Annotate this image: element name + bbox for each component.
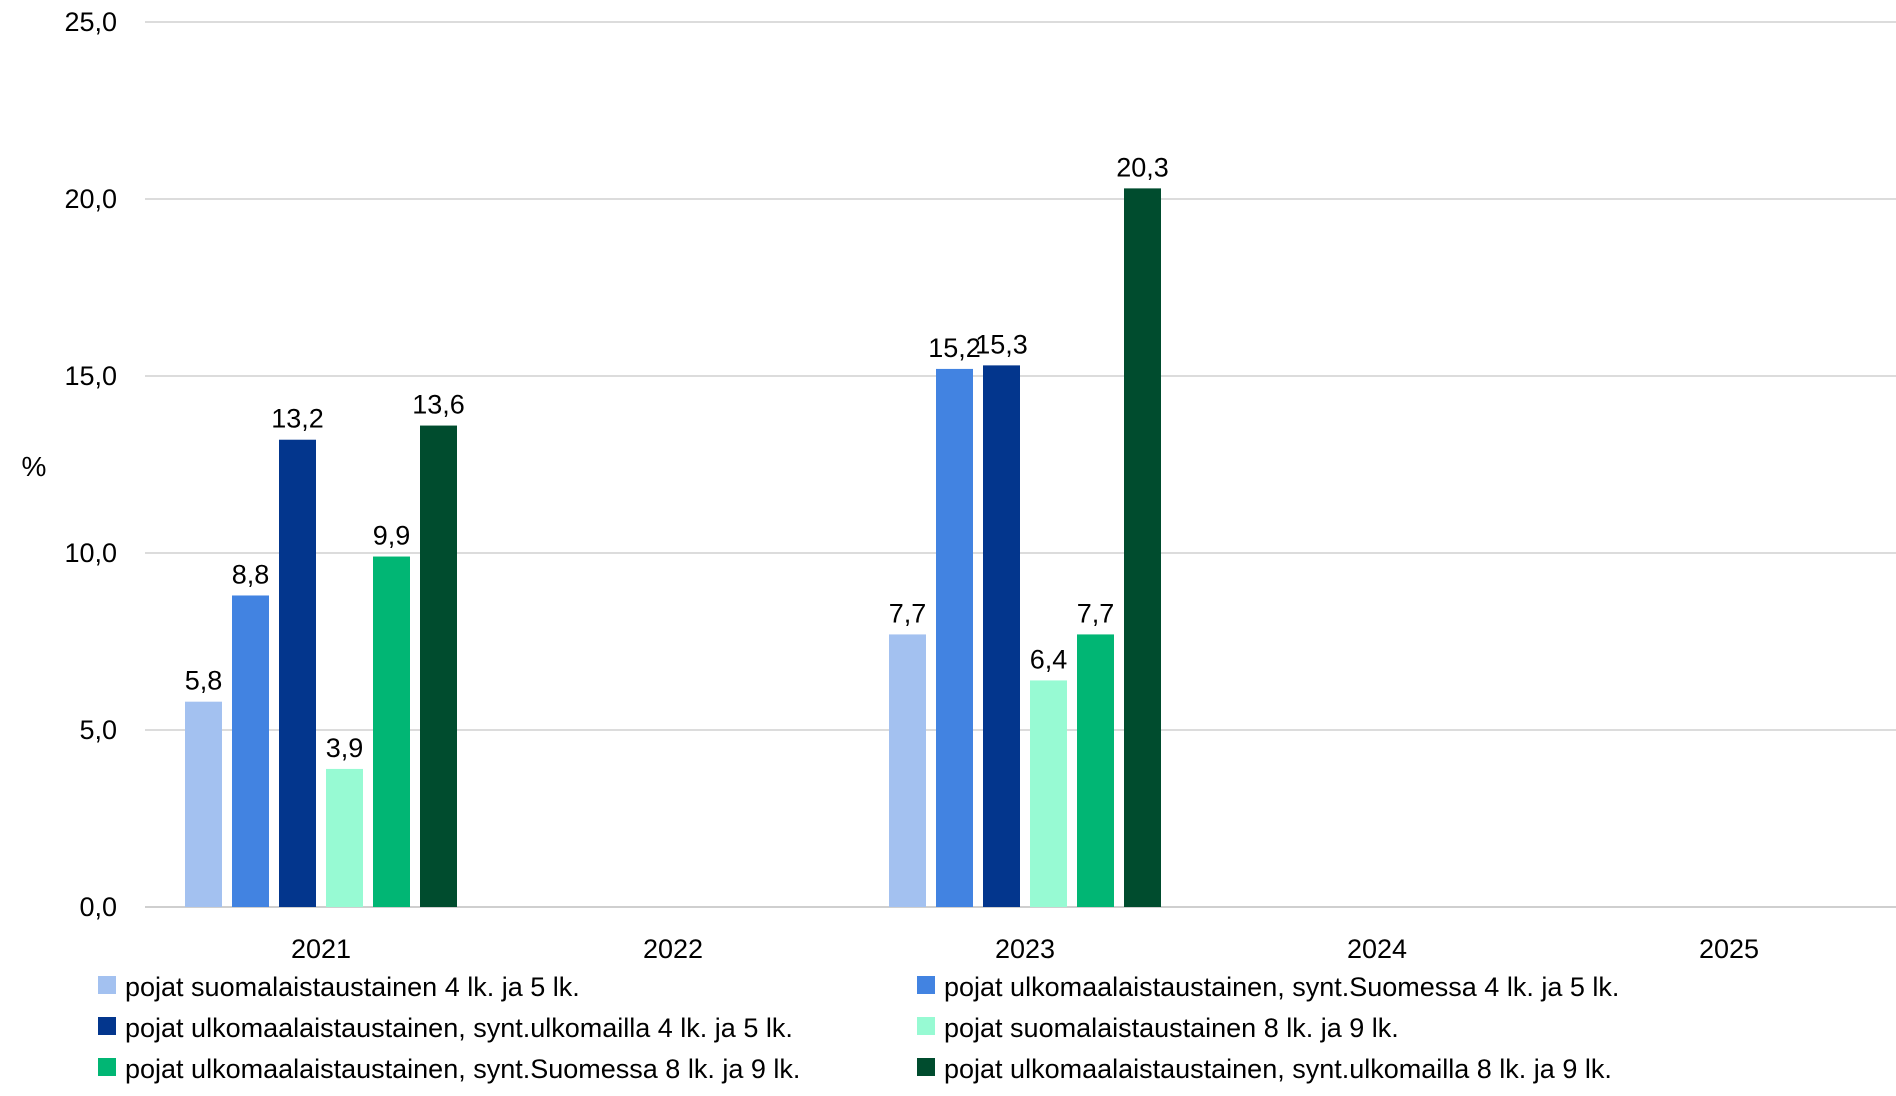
x-tick-label: 2023 (995, 934, 1055, 964)
legend-swatch (98, 976, 116, 994)
data-label: 15,2 (928, 333, 981, 363)
bar (889, 634, 926, 907)
bar (936, 368, 973, 907)
bars (185, 188, 1161, 907)
data-label: 3,9 (326, 733, 364, 763)
bar (420, 425, 457, 907)
data-label: 8,8 (232, 559, 270, 589)
bar (983, 365, 1020, 907)
x-tick-label: 2022 (643, 934, 703, 964)
data-label: 7,7 (889, 598, 927, 628)
bar (232, 595, 269, 907)
legend-label: pojat suomalaistaustainen 4 lk. ja 5 lk. (125, 972, 580, 1002)
data-label: 5,8 (185, 666, 223, 696)
y-tick-label: 5,0 (79, 715, 117, 745)
bar (185, 701, 222, 907)
y-tick-label: 20,0 (64, 184, 117, 214)
legend-swatch (917, 1017, 935, 1035)
legend: pojat suomalaistaustainen 4 lk. ja 5 lk.… (98, 972, 1619, 1084)
data-label: 9,9 (373, 521, 411, 551)
y-tick-label: 25,0 (64, 7, 117, 37)
bar (326, 768, 363, 907)
y-axis-ticks: 0,0 5,0 10,0 15,0 20,0 25,0 (64, 7, 117, 922)
data-label: 13,6 (412, 390, 465, 420)
legend-label: pojat ulkomaalaistaustainen, synt.ulkoma… (125, 1013, 793, 1043)
data-label: 20,3 (1116, 152, 1169, 182)
x-tick-label: 2025 (1699, 934, 1759, 964)
data-label: 15,3 (975, 329, 1028, 359)
legend-label: pojat suomalaistaustainen 8 lk. ja 9 lk. (944, 1013, 1399, 1043)
bar (1077, 634, 1114, 907)
bar (279, 439, 316, 907)
y-axis-title: % (22, 451, 47, 482)
y-tick-label: 0,0 (79, 892, 117, 922)
legend-label: pojat ulkomaalaistaustainen, synt.Suomes… (125, 1054, 800, 1084)
legend-label: pojat ulkomaalaistaustainen, synt.ulkoma… (944, 1054, 1612, 1084)
legend-label: pojat ulkomaalaistaustainen, synt.Suomes… (944, 972, 1619, 1002)
legend-swatch (917, 1058, 935, 1076)
data-label: 7,7 (1077, 598, 1115, 628)
bar (373, 556, 410, 907)
x-tick-label: 2021 (291, 934, 351, 964)
bar (1124, 188, 1161, 907)
legend-swatch (98, 1058, 116, 1076)
data-label: 13,2 (271, 404, 324, 434)
legend-swatch (917, 976, 935, 994)
x-axis-ticks: 2021 2022 2023 2024 2025 (291, 934, 1759, 964)
y-tick-label: 10,0 (64, 538, 117, 568)
bar (1030, 680, 1067, 907)
data-labels: 5,8 8,8 13,2 3,9 9,9 13,6 7,7 15,215,3 6,4 7,7 20,… (185, 152, 1169, 763)
data-label: 6,4 (1030, 644, 1068, 674)
y-tick-label: 15,0 (64, 361, 117, 391)
legend-swatch (98, 1017, 116, 1035)
x-tick-label: 2024 (1347, 934, 1407, 964)
